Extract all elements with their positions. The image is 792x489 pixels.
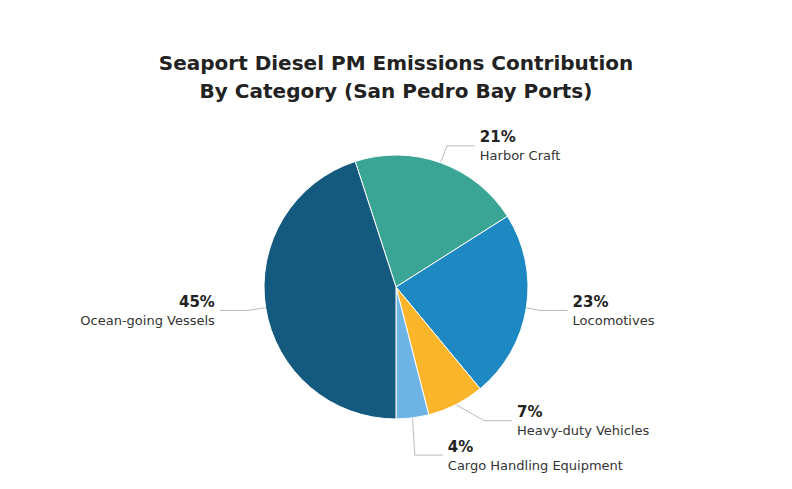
svg-text:4%: 4% <box>448 438 473 456</box>
svg-text:21%: 21% <box>480 128 516 146</box>
svg-text:Heavy-duty Vehicles: Heavy-duty Vehicles <box>517 423 649 438</box>
svg-text:By Category (San Pedro Bay Por: By Category (San Pedro Bay Ports) <box>200 79 593 103</box>
svg-text:45%: 45% <box>179 293 215 311</box>
svg-text:Ocean-going Vessels: Ocean-going Vessels <box>80 313 215 328</box>
svg-text:Locomotives: Locomotives <box>573 313 655 328</box>
svg-text:Seaport Diesel PM Emissions Co: Seaport Diesel PM Emissions Contribution <box>159 51 634 75</box>
svg-text:Harbor Craft: Harbor Craft <box>480 148 561 163</box>
svg-text:23%: 23% <box>573 293 609 311</box>
svg-text:Cargo Handling Equipment: Cargo Handling Equipment <box>448 458 623 473</box>
svg-text:7%: 7% <box>517 403 542 421</box>
